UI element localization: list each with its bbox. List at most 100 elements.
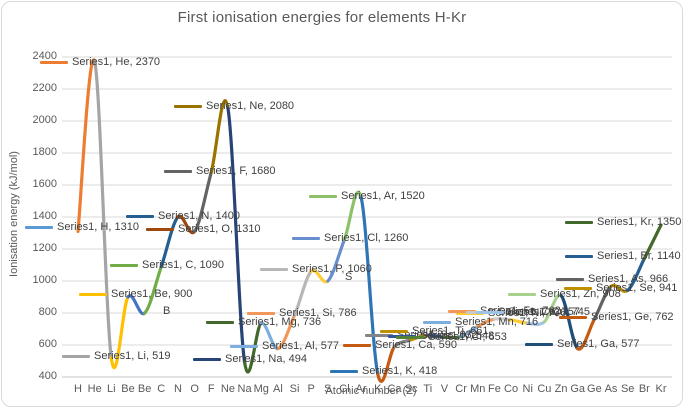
legend-key-br (565, 255, 593, 258)
y-tick-label: 2200 (32, 82, 57, 94)
data-label-b[interactable]: B (163, 305, 170, 318)
data-label-h[interactable]: Series1, H, 1310 (25, 221, 139, 234)
x-category-label: V (440, 383, 449, 395)
legend-key-na (193, 358, 221, 361)
data-label-text-h: Series1, H, 1310 (57, 221, 139, 233)
x-category-label: Br (638, 383, 650, 395)
data-label-text-cr: Series1, Cr, 653 (428, 331, 507, 343)
legend-key-ge (559, 316, 587, 319)
series-segment-be[interactable] (109, 295, 130, 370)
data-label-text-ge: Series1, Ge, 762 (591, 311, 674, 323)
data-label-text-mn: Series1, Mn, 716 (455, 316, 539, 328)
data-label-al[interactable]: Series1, Al, 577 (230, 340, 339, 353)
series-segment-n[interactable] (159, 215, 180, 269)
data-label-text-ar: Series1, Ar, 1520 (341, 190, 425, 202)
data-label-text-ca: Series1, Ca, 590 (375, 339, 457, 351)
series-segment-ar[interactable] (342, 190, 363, 241)
series-segment-he[interactable] (76, 58, 97, 233)
data-label-text-ne: Series1, Ne, 2080 (206, 100, 295, 112)
series-segment-li[interactable] (93, 60, 113, 360)
data-label-c[interactable]: Series1, C, 1090 (110, 259, 224, 272)
data-label-text-si: Series1, Si, 786 (279, 307, 357, 319)
data-label-f[interactable]: Series1, F, 1680 (164, 165, 276, 178)
data-label-ge[interactable]: Series1, Ge, 762 (559, 311, 674, 324)
data-label-text-b: B (163, 305, 171, 317)
series-segment-as[interactable] (592, 284, 613, 321)
series-segment-o[interactable] (176, 214, 197, 235)
x-category-label: Ni (522, 383, 533, 395)
data-label-text-k: Series1, K, 418 (362, 365, 438, 377)
legend-key-p (260, 268, 288, 271)
data-label-si[interactable]: Series1, Si, 786 (247, 307, 357, 320)
legend-key-al (230, 345, 258, 348)
data-label-mn[interactable]: Series1, Mn, 716 (423, 316, 538, 329)
data-label-n[interactable]: Series1, N, 1400 (126, 210, 240, 223)
x-category-label: Al (272, 383, 283, 395)
legend-key-c (110, 264, 138, 267)
data-label-ar[interactable]: Series1, Ar, 1520 (309, 190, 425, 203)
data-label-ne[interactable]: Series1, Ne, 2080 (174, 100, 294, 113)
series-segment-na[interactable] (226, 106, 247, 364)
data-label-text-ti: Series1, Ti, 661 (412, 325, 489, 337)
legend-key-se (564, 287, 592, 290)
legend-key-f (164, 170, 192, 173)
x-category-label: Fe (488, 383, 501, 395)
data-label-text-al: Series1, Al, 577 (262, 340, 340, 352)
legend-key-be (79, 293, 107, 296)
data-label-as[interactable]: Series1, As, 966 (556, 273, 668, 286)
data-label-cu[interactable]: Series1, Cu, 745 (476, 306, 590, 319)
y-tick-label: 2000 (32, 114, 57, 126)
data-label-se[interactable]: Series1, Se, 941 (564, 282, 677, 295)
data-label-k[interactable]: Series1, K, 418 (330, 365, 437, 378)
data-label-cr[interactable]: Series1, Cr, 653 (396, 331, 507, 344)
series-segment-k[interactable] (359, 196, 380, 376)
data-label-be[interactable]: Series1, Be, 900 (79, 288, 192, 301)
series-segment-ga[interactable] (559, 294, 580, 351)
data-label-cl[interactable]: Series1, Cl, 1260 (292, 232, 408, 245)
x-category-label: F (207, 383, 215, 395)
data-label-text-kr: Series1, Kr, 1350 (597, 216, 682, 228)
data-label-zn[interactable]: Series1, Zn, 908 (508, 288, 621, 301)
series-segment-cl[interactable] (326, 237, 347, 283)
data-label-fe[interactable]: Series1, Fe, 762 (448, 305, 561, 318)
data-label-ca[interactable]: Series1, Ca, 590 (343, 339, 457, 352)
x-category-label: Kr (655, 383, 667, 395)
series-segment-mg[interactable] (243, 321, 263, 374)
data-label-ga[interactable]: Series1, Ga, 577 (525, 338, 640, 351)
x-category-label: H (74, 383, 82, 395)
legend-key-ca (343, 344, 371, 347)
data-label-ti[interactable]: Series1, Ti, 661 (380, 325, 488, 338)
series-segment-ne[interactable] (209, 98, 230, 174)
legend-key-kr (565, 221, 593, 224)
series-segment-f[interactable] (193, 170, 213, 233)
series-segment-ge[interactable] (576, 317, 596, 351)
x-category-label: Li (107, 383, 116, 395)
series-segment-kr[interactable] (642, 223, 663, 261)
data-label-text-v: Series1, V, 648 (420, 330, 495, 342)
data-label-text-c: Series1, C, 1090 (142, 259, 224, 271)
y-tick-label: 1400 (32, 210, 57, 222)
x-category-label: Zn (554, 383, 568, 395)
series-segment-cu[interactable] (526, 320, 546, 326)
series-segment-si[interactable] (276, 313, 297, 351)
legend-key-cr (396, 336, 424, 339)
x-category-label: S (324, 383, 332, 395)
series-segment-c[interactable] (143, 265, 163, 315)
data-label-o[interactable]: Series1, O, 1310 (146, 223, 261, 236)
data-label-na[interactable]: Series1, Na, 494 (193, 353, 307, 366)
series-segment-ca[interactable] (376, 345, 397, 383)
data-label-br[interactable]: Series1, Br, 1140 (565, 250, 681, 263)
data-label-text-o: Series1, O, 1310 (178, 223, 261, 235)
series-segment-br[interactable] (626, 257, 646, 292)
data-label-he[interactable]: Series1, He, 2370 (40, 56, 160, 69)
data-label-s[interactable]: S (345, 271, 352, 284)
series-segment-p[interactable] (292, 269, 313, 317)
data-label-kr[interactable]: Series1, Kr, 1350 (565, 216, 681, 229)
x-category-label: Ge (587, 383, 602, 395)
data-label-text-ni: Series1, Ni, 736 (488, 307, 567, 319)
data-label-mg[interactable]: Series1, Mg, 736 (206, 316, 321, 329)
data-label-p[interactable]: Series1, P, 1060 (260, 263, 372, 276)
data-label-li[interactable]: Series1, Li, 519 (62, 350, 170, 363)
series-segment-mn[interactable] (459, 324, 480, 339)
